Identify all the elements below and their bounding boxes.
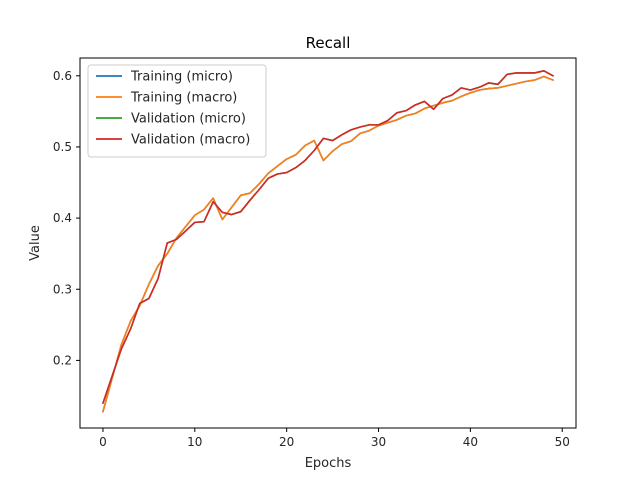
legend-label: Validation (micro): [131, 112, 246, 127]
series-line-training-macro: [102, 75, 554, 413]
x-axis-label: Epochs: [305, 456, 352, 471]
legend-box: [87, 64, 267, 158]
x-tick-label: 20: [279, 435, 294, 449]
x-tick-label: 30: [371, 435, 386, 449]
y-tick-label: 0.2: [53, 353, 72, 367]
x-tick-label: 50: [555, 435, 570, 449]
y-axis: 0.2 0.3 0.4 0.5 0.6: [53, 69, 80, 367]
series-group: [102, 70, 554, 413]
y-tick-label: 0.3: [53, 282, 72, 296]
legend: Training (micro) Training (macro) Validati…: [87, 64, 267, 158]
legend-label: Training (micro): [130, 70, 233, 85]
series-line-validation-macro: [102, 70, 554, 404]
x-tick-label: 0: [99, 435, 107, 449]
y-axis-label: Value: [28, 225, 43, 261]
y-tick-label: 0.4: [53, 211, 72, 225]
plot-frame: [79, 57, 577, 429]
y-tick-label: 0.6: [53, 69, 72, 83]
x-axis: 0 10 20 30 40 50: [99, 428, 570, 449]
y-tick-label: 0.5: [53, 140, 72, 154]
legend-label: Training (macro): [130, 91, 237, 106]
legend-label: Validation (macro): [131, 133, 250, 148]
x-tick-label: 10: [187, 435, 202, 449]
x-tick-label: 40: [463, 435, 478, 449]
chart-title: Recall: [306, 34, 351, 52]
